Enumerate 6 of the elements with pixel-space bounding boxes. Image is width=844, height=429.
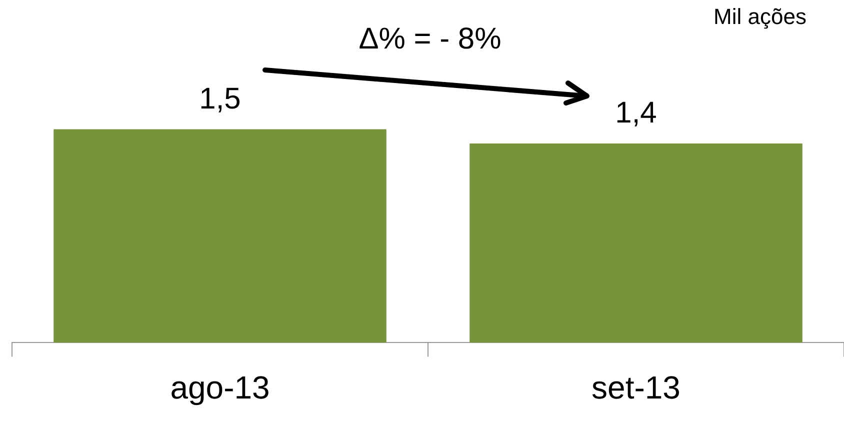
x-tick-label: ago-13 (170, 370, 270, 406)
x-tick-label: set-13 (592, 370, 680, 406)
text: Δ% = - 8% (358, 22, 502, 56)
data-label: 1,5 (199, 82, 241, 116)
data-label: 1,4 (615, 96, 657, 130)
text: Mil ações (714, 4, 806, 30)
